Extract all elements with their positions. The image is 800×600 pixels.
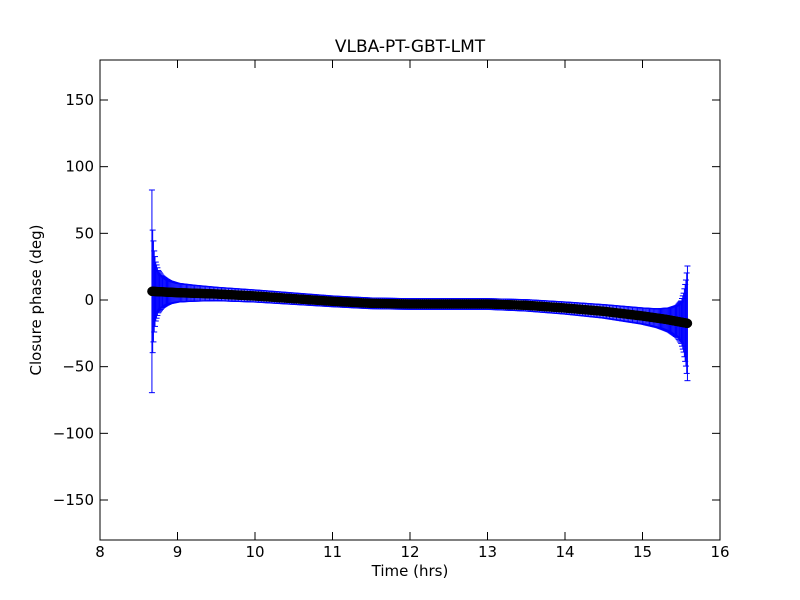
data-point bbox=[682, 318, 693, 329]
x-axis-label: Time (hrs) bbox=[371, 562, 449, 580]
plot-frame bbox=[99, 59, 721, 541]
y-tick-label: −100 bbox=[53, 424, 94, 442]
x-tick-label: 9 bbox=[173, 543, 183, 561]
x-tick-label: 16 bbox=[710, 543, 729, 561]
x-tick-label: 15 bbox=[633, 543, 652, 561]
x-tick-label: 14 bbox=[555, 543, 574, 561]
x-tick-label: 8 bbox=[95, 543, 105, 561]
y-tick-label: 100 bbox=[65, 158, 94, 176]
y-tick-label: −150 bbox=[53, 491, 94, 509]
chart-title: VLBA-PT-GBT-LMT bbox=[335, 37, 486, 57]
y-tick-label: 50 bbox=[75, 224, 94, 242]
y-tick-label: −50 bbox=[62, 358, 94, 376]
marker-series bbox=[147, 286, 693, 329]
axis-ticks: 8 9 10 11 12 13 14 15 16 −150 −100 −50 0 50 100 150 bbox=[53, 60, 730, 561]
x-tick-label: 10 bbox=[245, 543, 264, 561]
x-tick-label: 12 bbox=[400, 543, 419, 561]
y-tick-label: 0 bbox=[84, 291, 94, 309]
x-tick-label: 11 bbox=[323, 543, 342, 561]
x-tick-label: 13 bbox=[478, 543, 497, 561]
y-axis-label: Closure phase (deg) bbox=[27, 225, 45, 376]
y-tick-label: 150 bbox=[65, 91, 94, 109]
